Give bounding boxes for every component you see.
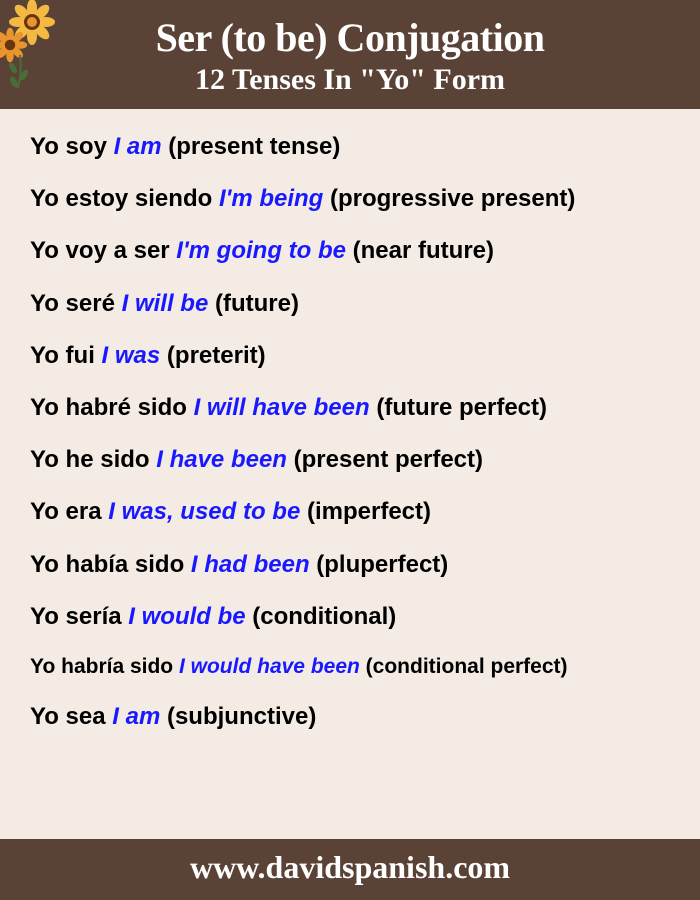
tense-label: (near future) xyxy=(353,237,494,264)
footer-url: www.davidspanish.com xyxy=(190,849,510,885)
infographic-container: Ser (to be) Conjugation 12 Tenses In "Yo… xyxy=(0,0,700,900)
tense-line: Yo fui I was (preterit) xyxy=(30,340,670,371)
spanish-text: Yo habría sido xyxy=(30,655,179,678)
tense-line: Yo soy I am (present tense) xyxy=(30,131,670,162)
tense-line: Yo había sido I had been (pluperfect) xyxy=(30,549,670,580)
english-translation: I will be xyxy=(122,290,215,317)
english-translation: I am xyxy=(112,703,167,730)
tenses-list: Yo soy I am (present tense) Yo estoy sien… xyxy=(0,109,700,839)
spanish-text: Yo habré sido xyxy=(30,394,194,421)
tense-label: (future) xyxy=(215,290,299,317)
main-title: Ser (to be) Conjugation xyxy=(20,14,680,61)
spanish-text: Yo soy xyxy=(30,133,114,160)
tense-label: (imperfect) xyxy=(307,498,431,525)
english-translation: I'm going to be xyxy=(176,237,352,264)
tense-label: (preterit) xyxy=(167,342,266,369)
tense-label: (conditional) xyxy=(252,603,396,630)
english-translation: I will have been xyxy=(194,394,377,421)
tense-line: Yo estoy siendo I'm being (progressive p… xyxy=(30,183,670,214)
spanish-text: Yo voy a ser xyxy=(30,237,176,264)
spanish-text: Yo seré xyxy=(30,290,122,317)
subtitle: 12 Tenses In "Yo" Form xyxy=(20,63,680,97)
tense-label: (future perfect) xyxy=(376,394,547,421)
spanish-text: Yo estoy siendo xyxy=(30,185,219,212)
english-translation: I am xyxy=(114,133,169,160)
tense-label: (present tense) xyxy=(168,133,340,160)
spanish-text: Yo he sido xyxy=(30,446,156,473)
tense-line: Yo era I was, used to be (imperfect) xyxy=(30,496,670,527)
tense-label: (present perfect) xyxy=(294,446,483,473)
english-translation: I was xyxy=(102,342,167,369)
tense-label: (progressive present) xyxy=(330,185,575,212)
spanish-text: Yo fui xyxy=(30,342,102,369)
tense-line: Yo habría sido I would have been (condit… xyxy=(30,653,670,680)
tense-label: (pluperfect) xyxy=(316,551,448,578)
english-translation: I'm being xyxy=(219,185,330,212)
english-translation: I would be xyxy=(128,603,252,630)
tense-label: (conditional perfect) xyxy=(366,655,568,678)
english-translation: I have been xyxy=(156,446,293,473)
spanish-text: Yo era xyxy=(30,498,108,525)
tense-line: Yo sería I would be (conditional) xyxy=(30,601,670,632)
header-section: Ser (to be) Conjugation 12 Tenses In "Yo… xyxy=(0,0,700,109)
english-translation: I was, used to be xyxy=(108,498,307,525)
tense-label: (subjunctive) xyxy=(167,703,316,730)
spanish-text: Yo sería xyxy=(30,603,128,630)
spanish-text: Yo había sido xyxy=(30,551,191,578)
tense-line: Yo voy a ser I'm going to be (near futur… xyxy=(30,235,670,266)
footer-section: www.davidspanish.com xyxy=(0,839,700,900)
tense-line: Yo habré sido I will have been (future p… xyxy=(30,392,670,423)
tense-line: Yo he sido I have been (present perfect) xyxy=(30,444,670,475)
tense-line: Yo sea I am (subjunctive) xyxy=(30,701,670,732)
flower-decoration-icon xyxy=(0,0,90,95)
tense-line: Yo seré I will be (future) xyxy=(30,288,670,319)
english-translation: I would have been xyxy=(179,655,366,678)
spanish-text: Yo sea xyxy=(30,703,112,730)
english-translation: I had been xyxy=(191,551,316,578)
